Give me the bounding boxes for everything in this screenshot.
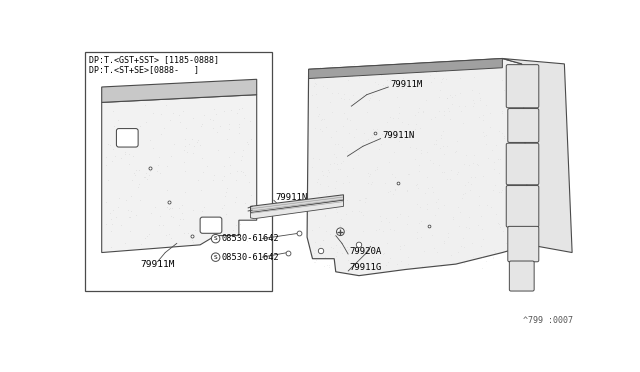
Text: S: S xyxy=(214,255,218,260)
Circle shape xyxy=(337,228,344,235)
Circle shape xyxy=(211,253,220,262)
Text: 79911N: 79911N xyxy=(275,193,308,202)
Text: 79911G: 79911G xyxy=(349,263,382,272)
Polygon shape xyxy=(102,79,257,102)
Polygon shape xyxy=(502,58,572,253)
Text: 79920A: 79920A xyxy=(349,247,382,256)
Text: 79911N: 79911N xyxy=(382,131,415,140)
Text: 79911M: 79911M xyxy=(390,80,422,89)
Text: 08530-61642: 08530-61642 xyxy=(221,234,279,243)
FancyBboxPatch shape xyxy=(508,109,539,142)
Text: DP:T.<GST+SST> [1185-0888]: DP:T.<GST+SST> [1185-0888] xyxy=(90,55,220,64)
FancyBboxPatch shape xyxy=(506,143,539,185)
Circle shape xyxy=(318,248,324,254)
Text: 08530-61642: 08530-61642 xyxy=(221,253,279,262)
FancyBboxPatch shape xyxy=(508,226,539,262)
FancyBboxPatch shape xyxy=(506,186,539,227)
Circle shape xyxy=(356,242,362,247)
Text: 79911M: 79911M xyxy=(140,260,175,269)
FancyBboxPatch shape xyxy=(509,261,534,291)
FancyBboxPatch shape xyxy=(506,65,539,108)
Polygon shape xyxy=(307,58,529,276)
Bar xyxy=(85,52,272,291)
FancyBboxPatch shape xyxy=(116,129,138,147)
FancyBboxPatch shape xyxy=(200,217,222,233)
Text: S: S xyxy=(214,236,218,241)
Polygon shape xyxy=(308,58,502,78)
Polygon shape xyxy=(102,95,257,253)
Text: ^799 :0007: ^799 :0007 xyxy=(524,316,573,325)
Polygon shape xyxy=(250,195,344,212)
Circle shape xyxy=(211,234,220,243)
Text: DP:T.<ST+SE>[0888-   ]: DP:T.<ST+SE>[0888- ] xyxy=(90,65,199,74)
Polygon shape xyxy=(250,200,344,219)
